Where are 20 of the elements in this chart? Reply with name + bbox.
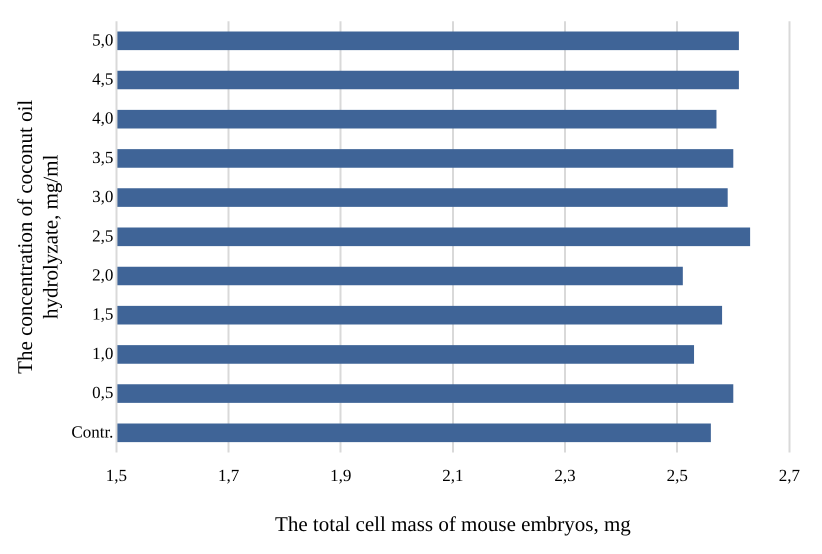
y-tick-label: 4,0	[92, 108, 114, 128]
y-tick-label: 1,0	[92, 344, 114, 363]
x-tick-label: 2,3	[554, 466, 576, 486]
y-tick-label: 1,5	[92, 304, 114, 324]
x-tick-label: 1,5	[106, 466, 128, 486]
x-tick-label: 1,7	[218, 466, 240, 486]
y-tick-label: 0,5	[92, 383, 114, 402]
x-tick-label: 2,7	[778, 466, 800, 486]
y-tick-label: 3,0	[92, 187, 114, 206]
x-tick-label: 2,1	[442, 466, 464, 486]
x-axis-title: The total cell mass of mouse embryos, mg	[275, 512, 632, 536]
y-tick-label: 4,5	[92, 69, 114, 88]
y-tick-label: Contr.	[71, 422, 114, 442]
y-tick-label: 3,5	[92, 148, 114, 167]
y-tick-label: 5,0	[92, 30, 114, 50]
y-tick-label: 2,0	[92, 265, 114, 284]
y-tick-label: 2,5	[92, 226, 114, 246]
y-axis-title: The concentration of coconut oil hydrolyzate, mg/ml	[13, 100, 62, 374]
x-tick-label: 2,5	[666, 466, 688, 486]
x-tick-label: 1,9	[330, 466, 352, 486]
